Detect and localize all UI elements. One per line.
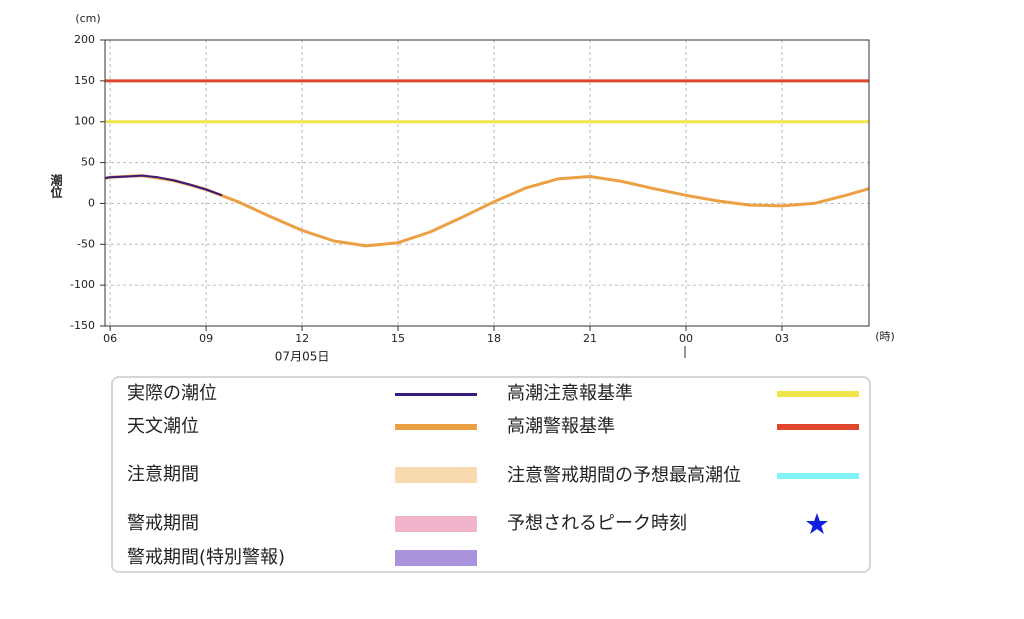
y-tick-label: 100 [74,115,95,128]
legend-label: 天文潮位 [127,416,199,437]
x-tick-label: 15 [391,332,405,345]
legend-label: 警戒期間 [127,513,199,534]
legend-label: 予想されるピーク時刻 [507,513,687,534]
legend-swatch [777,473,859,479]
x-tick-label: 03 [775,332,789,345]
x-tick-label: 09 [199,332,213,345]
legend-swatch [395,467,477,483]
date-label: 07月05日 [275,350,330,364]
legend-label: 注意期間 [127,464,199,485]
x-tick-label: 18 [487,332,501,345]
y-tick-label: -150 [70,319,95,332]
x-tick-label: 00 [679,332,693,345]
legend-swatch [777,424,859,430]
legend-label: 高潮警報基準 [507,416,615,437]
y-axis-label: 潮位 [49,173,63,199]
y-unit: (cm) [75,12,100,25]
legend-swatch [777,391,859,397]
legend-label: 警戒期間(特別警報) [127,547,286,568]
legend-swatch [395,424,477,430]
legend-swatch [395,516,477,532]
legend-swatch [395,550,477,566]
plot-frame [104,39,870,327]
legend: 実際の潮位天文潮位注意期間警戒期間警戒期間(特別警報) 高潮注意報基準 高潮警報基準… [111,376,871,573]
chart: (cm) (時) 潮位 200 150 100 50 0 -50 -100 -150 06 09 12… [49,12,895,364]
x-unit: (時) [875,330,895,343]
tide-line [104,174,870,248]
x-tick-label: 06 [103,332,117,345]
x-tick-label: 12 [295,332,309,345]
legend-label: 高潮注意報基準 [507,383,633,404]
tide-line [104,174,223,197]
y-tick-label: -50 [77,237,95,250]
y-tick-label: 0 [88,196,95,209]
y-tick-label: 150 [74,74,95,87]
y-tick-label: -100 [70,278,95,291]
legend-label: 実際の潮位 [127,383,217,404]
legend-swatch [395,392,477,396]
legend-label: 注意警戒期間の予想最高潮位 [507,465,741,486]
x-tick-label: 21 [583,332,597,345]
y-tick-label: 200 [74,33,95,46]
y-tick-label: 50 [81,156,95,169]
legend-swatch [805,512,829,540]
